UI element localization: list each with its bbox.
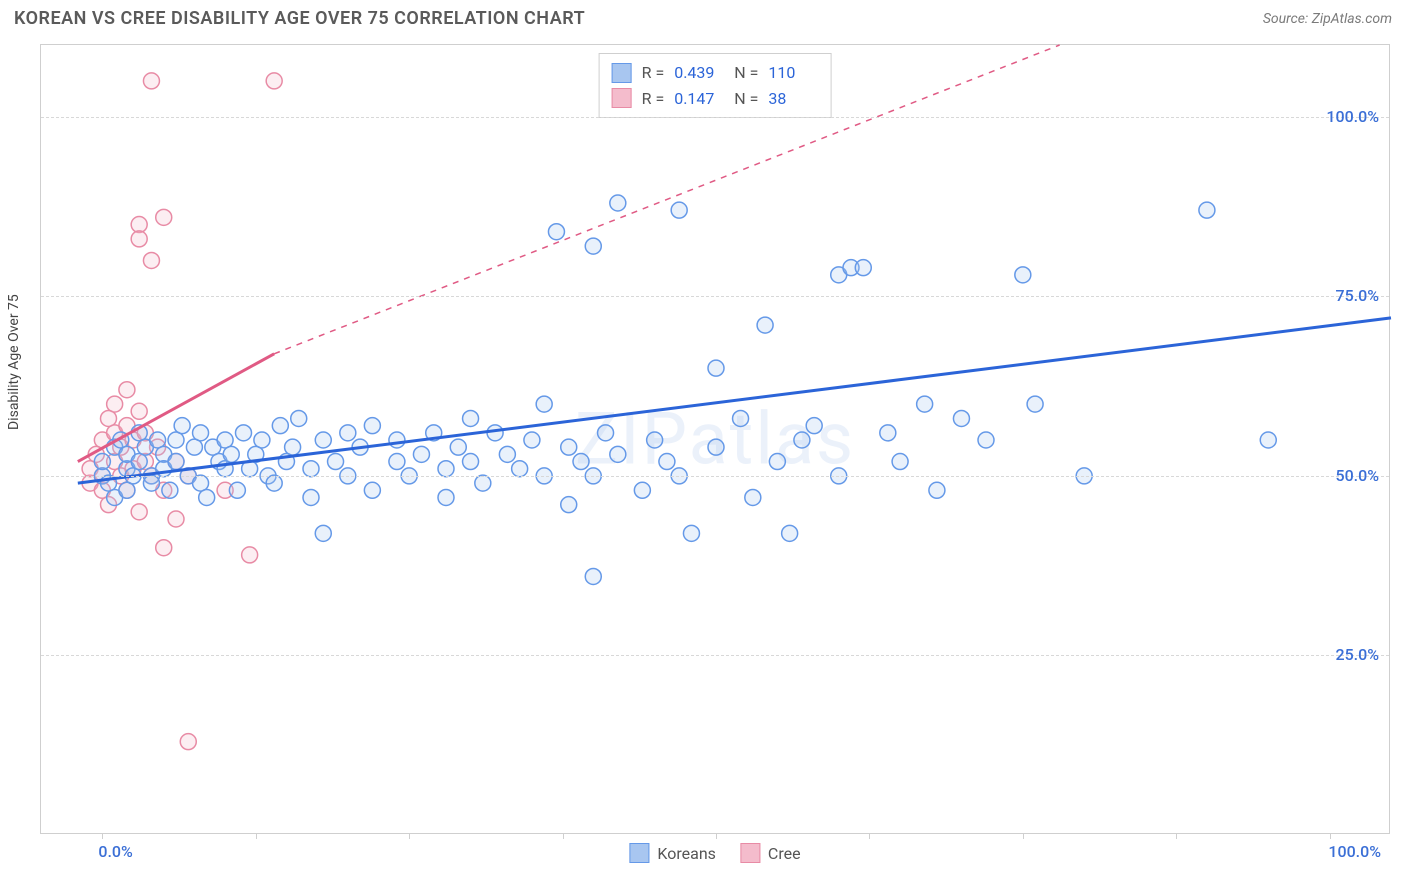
stats-legend: R = 0.439 N = 110 R = 0.147 N = 38: [599, 53, 832, 118]
n-value-cree: 38: [768, 86, 818, 112]
n-label: N =: [734, 60, 758, 86]
stats-row-koreans: R = 0.439 N = 110: [612, 60, 819, 86]
x-tick-mark: [716, 833, 717, 839]
series-legend: Koreans Cree: [629, 843, 800, 863]
r-value-cree: 0.147: [674, 86, 724, 112]
gridline: [41, 296, 1389, 297]
x-tick-mark: [869, 833, 870, 839]
legend-swatch-koreans: [629, 843, 649, 863]
y-tick-label: 25.0%: [1335, 645, 1379, 664]
legend-label-koreans: Koreans: [657, 844, 716, 863]
legend-item-cree: Cree: [740, 843, 801, 863]
y-axis-label: Disability Age Over 75: [6, 294, 22, 430]
y-tick-label: 100.0%: [1326, 107, 1379, 126]
x-tick-label: 0.0%: [98, 842, 132, 861]
chart-area: ZIPatlas R = 0.439 N = 110 R = 0.147 N =…: [40, 44, 1390, 834]
stats-row-cree: R = 0.147 N = 38: [612, 86, 819, 112]
gridline: [41, 476, 1389, 477]
r-value-koreans: 0.439: [674, 60, 724, 86]
r-label: R =: [642, 60, 665, 86]
scatter-plot: [41, 45, 1389, 833]
y-tick-label: 75.0%: [1335, 286, 1379, 305]
x-tick-mark: [1176, 833, 1177, 839]
swatch-koreans: [612, 63, 632, 83]
y-tick-label: 50.0%: [1335, 466, 1379, 485]
x-tick-mark: [1330, 833, 1331, 839]
swatch-cree: [612, 88, 632, 108]
legend-swatch-cree: [740, 843, 760, 863]
legend-label-cree: Cree: [768, 844, 801, 863]
gridline: [41, 655, 1389, 656]
n-label: N =: [734, 86, 758, 112]
x-tick-mark: [409, 833, 410, 839]
gridline: [41, 117, 1389, 118]
chart-title: KOREAN VS CREE DISABILITY AGE OVER 75 CO…: [14, 8, 585, 29]
r-label: R =: [642, 86, 665, 112]
x-tick-mark: [563, 833, 564, 839]
x-tick-mark: [102, 833, 103, 839]
x-tick-mark: [256, 833, 257, 839]
x-tick-label: 100.0%: [1328, 842, 1381, 861]
n-value-koreans: 110: [768, 60, 818, 86]
legend-item-koreans: Koreans: [629, 843, 716, 863]
x-tick-mark: [1023, 833, 1024, 839]
source-label: Source: ZipAtlas.com: [1263, 11, 1392, 27]
